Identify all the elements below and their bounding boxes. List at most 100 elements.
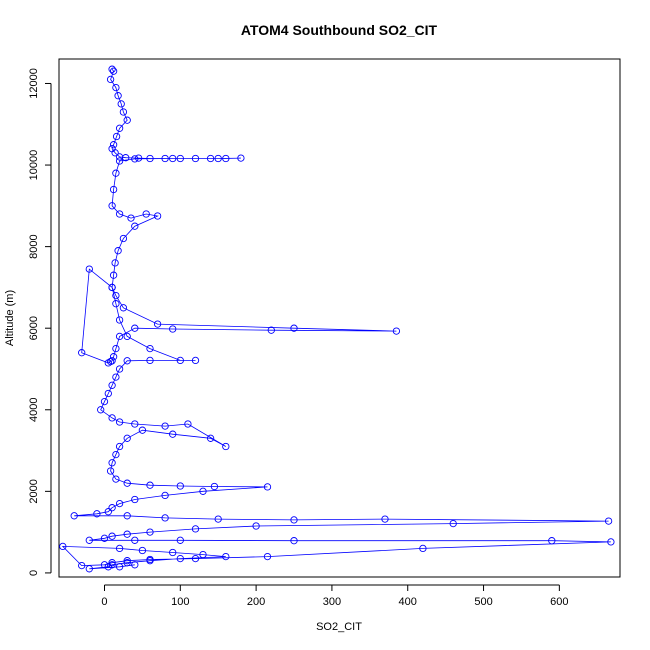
x-tick-label: 200 bbox=[247, 596, 265, 608]
data-point bbox=[263, 483, 272, 491]
data-point bbox=[138, 546, 147, 555]
data-point bbox=[123, 357, 131, 365]
data-point bbox=[392, 327, 401, 335]
data-point bbox=[112, 132, 121, 141]
data-point bbox=[85, 265, 93, 273]
data-point bbox=[108, 381, 116, 389]
data-point bbox=[112, 373, 120, 381]
data-point bbox=[85, 565, 93, 573]
data-point bbox=[108, 414, 116, 422]
data-point bbox=[161, 154, 169, 163]
data-point bbox=[108, 561, 116, 569]
data-point bbox=[104, 508, 112, 516]
data-point bbox=[176, 536, 184, 544]
data-point bbox=[222, 552, 230, 561]
data-point bbox=[419, 544, 427, 553]
data-point bbox=[104, 389, 112, 398]
data-point bbox=[153, 320, 162, 328]
data-point bbox=[176, 554, 184, 563]
data-point bbox=[184, 420, 192, 428]
data-point bbox=[191, 154, 200, 163]
data-point bbox=[108, 357, 116, 365]
y-tick-label: 10000 bbox=[28, 150, 40, 181]
data-point bbox=[123, 332, 131, 341]
data-point bbox=[176, 482, 184, 490]
data-point bbox=[169, 325, 177, 333]
data-point bbox=[108, 283, 116, 292]
data-point bbox=[222, 442, 230, 451]
data-point bbox=[237, 154, 245, 162]
data-point bbox=[123, 530, 131, 538]
data-point bbox=[115, 124, 124, 132]
data-point bbox=[267, 326, 275, 334]
data-point bbox=[108, 65, 116, 73]
data-layer bbox=[59, 65, 615, 573]
data-point bbox=[108, 559, 116, 567]
data-point bbox=[169, 430, 177, 438]
data-point bbox=[108, 504, 116, 512]
data-point bbox=[100, 534, 109, 542]
y-axis: 0 2000 4000 6000 8000 10000 12000 bbox=[28, 68, 52, 576]
data-point bbox=[93, 510, 101, 518]
chart-title: ATOM4 Southbound SO2_CIT bbox=[241, 22, 438, 38]
data-point bbox=[146, 344, 154, 353]
data-point bbox=[112, 475, 120, 483]
data-point bbox=[115, 332, 124, 341]
data-point bbox=[108, 459, 116, 467]
data-point bbox=[263, 552, 272, 561]
data-point bbox=[112, 169, 120, 177]
data-point bbox=[146, 528, 154, 536]
data-point bbox=[176, 154, 184, 163]
data-point bbox=[78, 561, 86, 570]
y-axis-label: Altitude (m) bbox=[4, 290, 16, 346]
data-point bbox=[106, 467, 115, 475]
data-point bbox=[112, 344, 120, 353]
y-tick-label: 12000 bbox=[28, 68, 40, 99]
x-tick-label: 100 bbox=[171, 596, 189, 608]
data-point bbox=[131, 536, 139, 544]
data-point bbox=[123, 559, 131, 567]
data-point bbox=[119, 108, 128, 116]
data-point bbox=[115, 544, 124, 553]
data-point bbox=[604, 517, 613, 525]
data-point bbox=[104, 563, 112, 571]
data-point bbox=[111, 149, 119, 157]
data-point bbox=[115, 563, 124, 571]
y-tick-label: 2000 bbox=[28, 479, 40, 503]
data-point bbox=[115, 365, 124, 373]
data-point bbox=[191, 554, 200, 563]
data-point bbox=[104, 359, 112, 367]
data-point bbox=[115, 157, 124, 165]
x-tick-label: 500 bbox=[474, 596, 492, 608]
data-point bbox=[115, 316, 124, 324]
data-point bbox=[100, 397, 109, 406]
data-point bbox=[59, 542, 67, 551]
data-point bbox=[111, 259, 119, 267]
data-point bbox=[131, 561, 139, 569]
data-point bbox=[109, 271, 118, 279]
data-point bbox=[176, 356, 184, 365]
data-point bbox=[119, 234, 128, 243]
x-tick-label: 300 bbox=[323, 596, 341, 608]
data-point bbox=[134, 154, 143, 162]
data-point bbox=[222, 154, 230, 163]
data-point bbox=[115, 499, 124, 508]
data-point bbox=[122, 154, 130, 162]
x-tick-label: 600 bbox=[550, 596, 568, 608]
data-point bbox=[191, 525, 200, 533]
y-tick-label: 6000 bbox=[28, 316, 40, 340]
data-point bbox=[191, 356, 200, 365]
data-point bbox=[114, 247, 122, 255]
data-point bbox=[146, 481, 154, 489]
data-point bbox=[112, 450, 120, 459]
y-tick-label: 0 bbox=[28, 570, 40, 576]
data-point bbox=[131, 155, 139, 163]
data-point bbox=[85, 536, 93, 544]
data-point bbox=[78, 349, 86, 357]
data-point bbox=[119, 304, 128, 312]
data-point bbox=[206, 434, 215, 442]
data-point bbox=[131, 222, 139, 230]
data-point bbox=[290, 516, 298, 524]
data-point bbox=[214, 515, 222, 523]
